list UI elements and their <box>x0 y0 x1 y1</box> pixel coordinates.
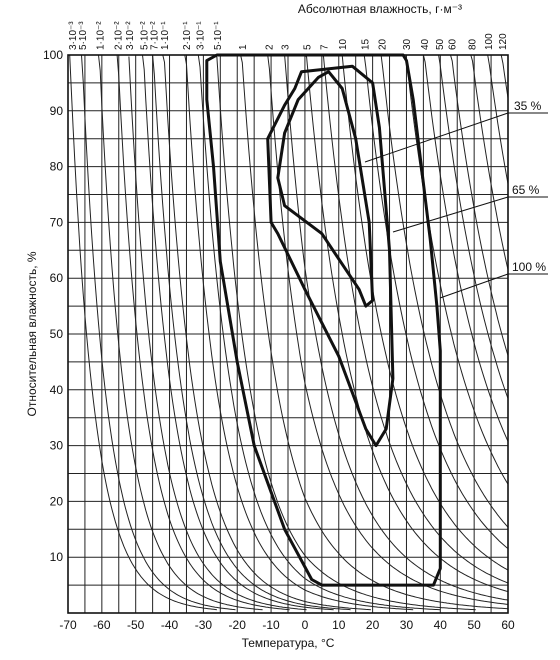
x-tick-label: 10 <box>332 618 346 632</box>
y-tick-labels: 10 20 30 40 50 60 70 80 90 100 <box>43 48 63 564</box>
top-tick-label: 80 <box>468 38 479 50</box>
absolute-humidity-curve <box>421 54 509 442</box>
absolute-humidity-curve <box>197 54 441 611</box>
top-tick-label: 7·10⁻² <box>149 21 160 50</box>
top-tick-label: 120 <box>498 33 509 50</box>
x-tick-label: -60 <box>93 618 111 632</box>
y-tick-label: 100 <box>43 48 63 62</box>
x-tick-label: -30 <box>195 618 213 632</box>
top-tick-label: 20 <box>377 38 388 50</box>
x-tick-labels: -70 -60 -50 -40 -30 -20 -10 0 10 20 30 40 50 60 <box>59 618 515 632</box>
absolute-humidity-curve <box>81 54 236 611</box>
top-tick-label: 3·10⁻² <box>125 21 136 50</box>
x-tick-label: 0 <box>302 618 309 632</box>
x-tick-label: 60 <box>501 618 515 632</box>
top-tick-label: 1 <box>238 44 249 50</box>
absolute-humidity-curve <box>448 54 509 356</box>
x-tick-label: -10 <box>262 618 280 632</box>
top-tick-label: 2·10⁻¹ <box>182 21 193 50</box>
top-tick-labels: 3·10⁻³ 5·10⁻³ 1·10⁻² 2·10⁻² 3·10⁻² 5·10⁻²7·10… <box>68 21 509 50</box>
absolute-humidity-curve <box>128 56 307 611</box>
y-tick-label: 10 <box>50 550 64 564</box>
absolute-humidity-curve <box>499 54 509 99</box>
top-tick-label: 5·10⁻² <box>139 21 150 50</box>
y-tick-label: 60 <box>50 271 64 285</box>
y-tick-label: 20 <box>50 494 64 508</box>
zone-leader-line <box>392 196 509 233</box>
top-tick-label: 3·10⁻¹ <box>195 21 206 50</box>
y-tick-label: 50 <box>50 327 64 341</box>
absolute-humidity-curve <box>469 54 509 270</box>
absolute-humidity-curves <box>69 54 509 611</box>
zone-outline <box>266 64 395 448</box>
absolute-humidity-curve <box>321 54 509 584</box>
top-axis-title: Абсолютная влажность, г·м⁻³ <box>298 2 462 16</box>
zone-label: 100 % <box>512 260 546 274</box>
grid-lines <box>67 55 509 613</box>
zone-label: 35 % <box>514 99 542 113</box>
x-axis-title: Температура, °С <box>242 636 335 650</box>
absolute-humidity-curve <box>379 54 509 528</box>
top-tick-label: 30 <box>402 38 413 50</box>
x-tick-label: 20 <box>366 618 380 632</box>
absolute-humidity-curve <box>340 54 509 571</box>
absolute-humidity-curve <box>214 54 476 611</box>
top-tick-label: 15 <box>361 38 372 50</box>
x-tick-label: -40 <box>161 618 179 632</box>
top-tick-label: 1·10⁻¹ <box>160 21 171 50</box>
absolute-humidity-curve <box>240 54 509 610</box>
absolute-humidity-curve <box>142 54 334 611</box>
zone-outline <box>276 70 375 308</box>
top-tick-label: 10 <box>338 38 349 50</box>
top-tick-label: 5·10⁻¹ <box>213 21 224 50</box>
top-tick-label: 1·10⁻² <box>95 21 106 50</box>
top-tick-label: 100 <box>484 33 495 50</box>
x-tick-label: 30 <box>400 618 414 632</box>
zone-label: 65 % <box>512 183 540 197</box>
absolute-humidity-curve <box>436 54 509 399</box>
x-tick-label: -50 <box>127 618 145 632</box>
zone-labels: 35 % 65 % 100 % <box>512 99 546 274</box>
x-tick-label: 40 <box>434 618 448 632</box>
y-tick-label: 70 <box>50 215 64 229</box>
absolute-humidity-curve <box>403 54 509 485</box>
absolute-humidity-curve <box>282 54 509 601</box>
top-tick-label: 60 <box>447 38 458 50</box>
absolute-humidity-curve <box>304 54 509 592</box>
top-tick-label: 50 <box>435 38 446 50</box>
x-tick-label: -70 <box>59 618 77 632</box>
absolute-humidity-curve <box>486 54 509 184</box>
y-tick-label: 30 <box>50 439 64 453</box>
absolute-humidity-curve <box>267 54 509 605</box>
top-tick-label: 3 <box>281 44 292 50</box>
zone-leaders <box>364 112 548 299</box>
top-tick-label: 5·10⁻³ <box>78 21 89 50</box>
x-tick-label: 50 <box>467 618 481 632</box>
y-axis-title: Относительная влажность, % <box>25 251 39 416</box>
zone-outline <box>205 53 442 587</box>
top-tick-label: 2 <box>264 44 275 50</box>
top-tick-label: 3·10⁻³ <box>68 21 79 50</box>
zone-leader-line <box>439 273 509 299</box>
x-tick-label: -20 <box>229 618 247 632</box>
top-tick-label: 2·10⁻² <box>114 21 125 50</box>
y-tick-label: 40 <box>50 383 64 397</box>
absolute-humidity-curve <box>162 54 371 611</box>
absolute-humidity-curve <box>98 54 263 611</box>
absolute-humidity-curve <box>69 54 217 611</box>
zone-leader-line <box>364 112 509 163</box>
absolute-humidity-curve <box>184 54 414 611</box>
top-tick-label: 7 <box>319 44 330 50</box>
top-tick-label: 40 <box>420 38 431 50</box>
zones <box>205 53 442 587</box>
absolute-humidity-curve <box>152 54 351 611</box>
y-tick-label: 90 <box>50 104 64 118</box>
top-tick-label: 5 <box>302 44 313 50</box>
absolute-humidity-curve <box>116 54 290 611</box>
y-tick-label: 80 <box>50 160 64 174</box>
